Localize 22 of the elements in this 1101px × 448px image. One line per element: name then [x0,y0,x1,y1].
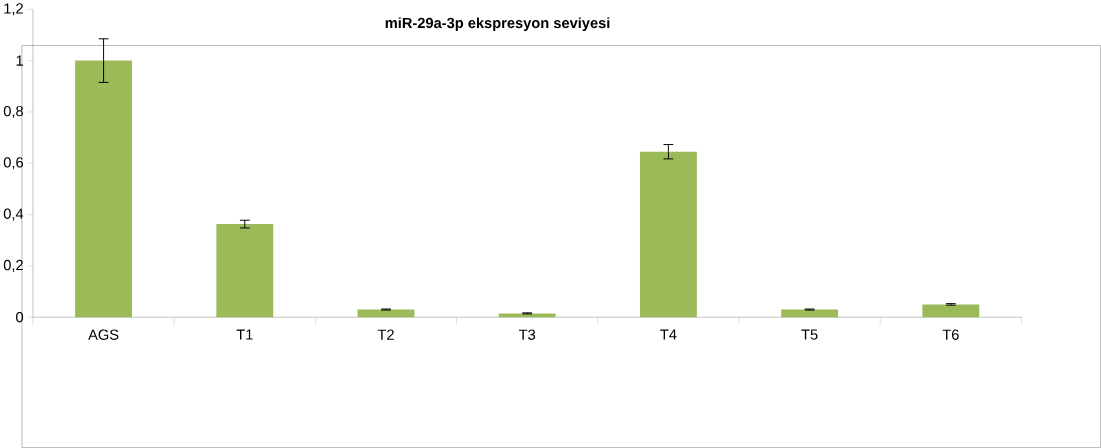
x-tick-label: T6 [942,329,959,340]
bar [922,304,980,318]
y-tick-label: 0,4 [3,208,24,221]
text: miR-29a-3p ekspresyon seviyesi [385,17,610,32]
y-tick-label: 0,6 [3,157,23,170]
x-tick-label: T4 [660,329,677,340]
bar [216,224,274,318]
y-tick-label: 1 [16,55,23,66]
y-tick-label: 1,2 [4,3,23,16]
x-tick-label: AGS [88,329,119,340]
x-tick-label: T2 [377,329,394,340]
x-tick-label: T1 [236,329,253,340]
y-tick-label: 0,2 [3,259,23,272]
bar [639,151,697,318]
bar [498,313,556,318]
y-tick-label: 0 [16,312,24,323]
bar [75,60,133,318]
x-tick-label: T5 [801,329,818,340]
bar [781,309,839,318]
bar [357,309,415,318]
y-tick-label: 0,8 [3,105,23,118]
x-tick-label: T3 [518,329,536,340]
